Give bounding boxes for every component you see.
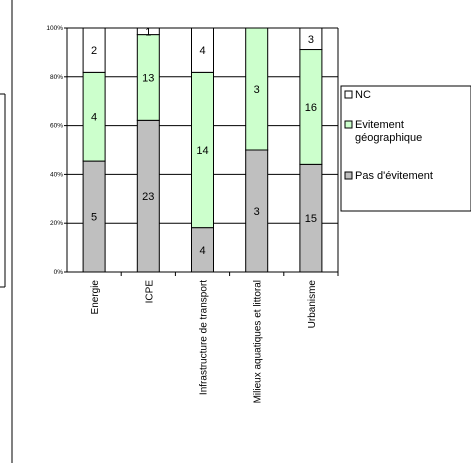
data-label-pas-d-evitement: 3 [254,206,260,218]
axes [66,28,339,276]
y-tick-label: 100% [46,25,63,32]
legend-label-nc: NC [355,89,371,101]
x-category-label: Energie [90,280,101,315]
legend-box [340,85,471,212]
data-label-pas-d-evitement: 23 [142,191,154,203]
bar-segment-evitement-geographique [245,27,269,151]
y-tick-label: 20% [50,220,63,227]
x-category-label: Urbanisme [307,280,318,329]
legend-swatch-pas-d-evitement [344,171,353,180]
y-tick-label: 0% [54,269,64,276]
bar-segment-nc [191,27,214,73]
data-label-nc: 2 [91,45,97,57]
data-label-pas-d-evitement: 15 [305,213,317,225]
legend-label-pas-d-evitement: Pas d'évitement [355,170,433,182]
data-label-evitement-geographique: 3 [254,84,260,96]
x-axis-categories: Energie ICPE Infrastructure de transport Mi… [90,280,318,404]
data-label-evitement-geographique: 4 [91,112,97,124]
legend-swatch-evitement-geographique [344,120,353,129]
x-category-label: Milieux aquatiques et littoral [253,280,264,403]
data-label-pas-d-evitement: 4 [199,245,205,257]
data-label-pas-d-evitement: 5 [91,212,97,224]
data-label-evitement-geographique: 13 [142,72,154,84]
data-label-nc: 1 [145,26,151,38]
legend-label-evitement-geographique: géographique [355,132,422,144]
bar-segment-nc [136,27,160,36]
legend-swatch-nc [344,90,353,99]
data-label-evitement-geographique: 14 [196,145,208,157]
bar-segment-nc [82,27,106,73]
legend-label-evitement-geographique: Evitement [355,119,404,131]
data-label-evitement-geographique: 16 [305,102,317,114]
x-category-label: ICPE [144,280,155,304]
y-tick-label: 60% [50,123,63,130]
x-category-label: Infrastructure de transport [199,280,210,395]
bars [82,27,323,273]
y-tick-label: 40% [50,171,63,178]
bar-segment-nc [299,27,323,51]
y-tick-label: 80% [50,74,63,81]
data-label-nc: 3 [308,34,314,46]
y-axis-ticks: 0% 20% 40% 60% 80% 100% [46,25,67,276]
data-label-nc: 4 [199,45,205,57]
